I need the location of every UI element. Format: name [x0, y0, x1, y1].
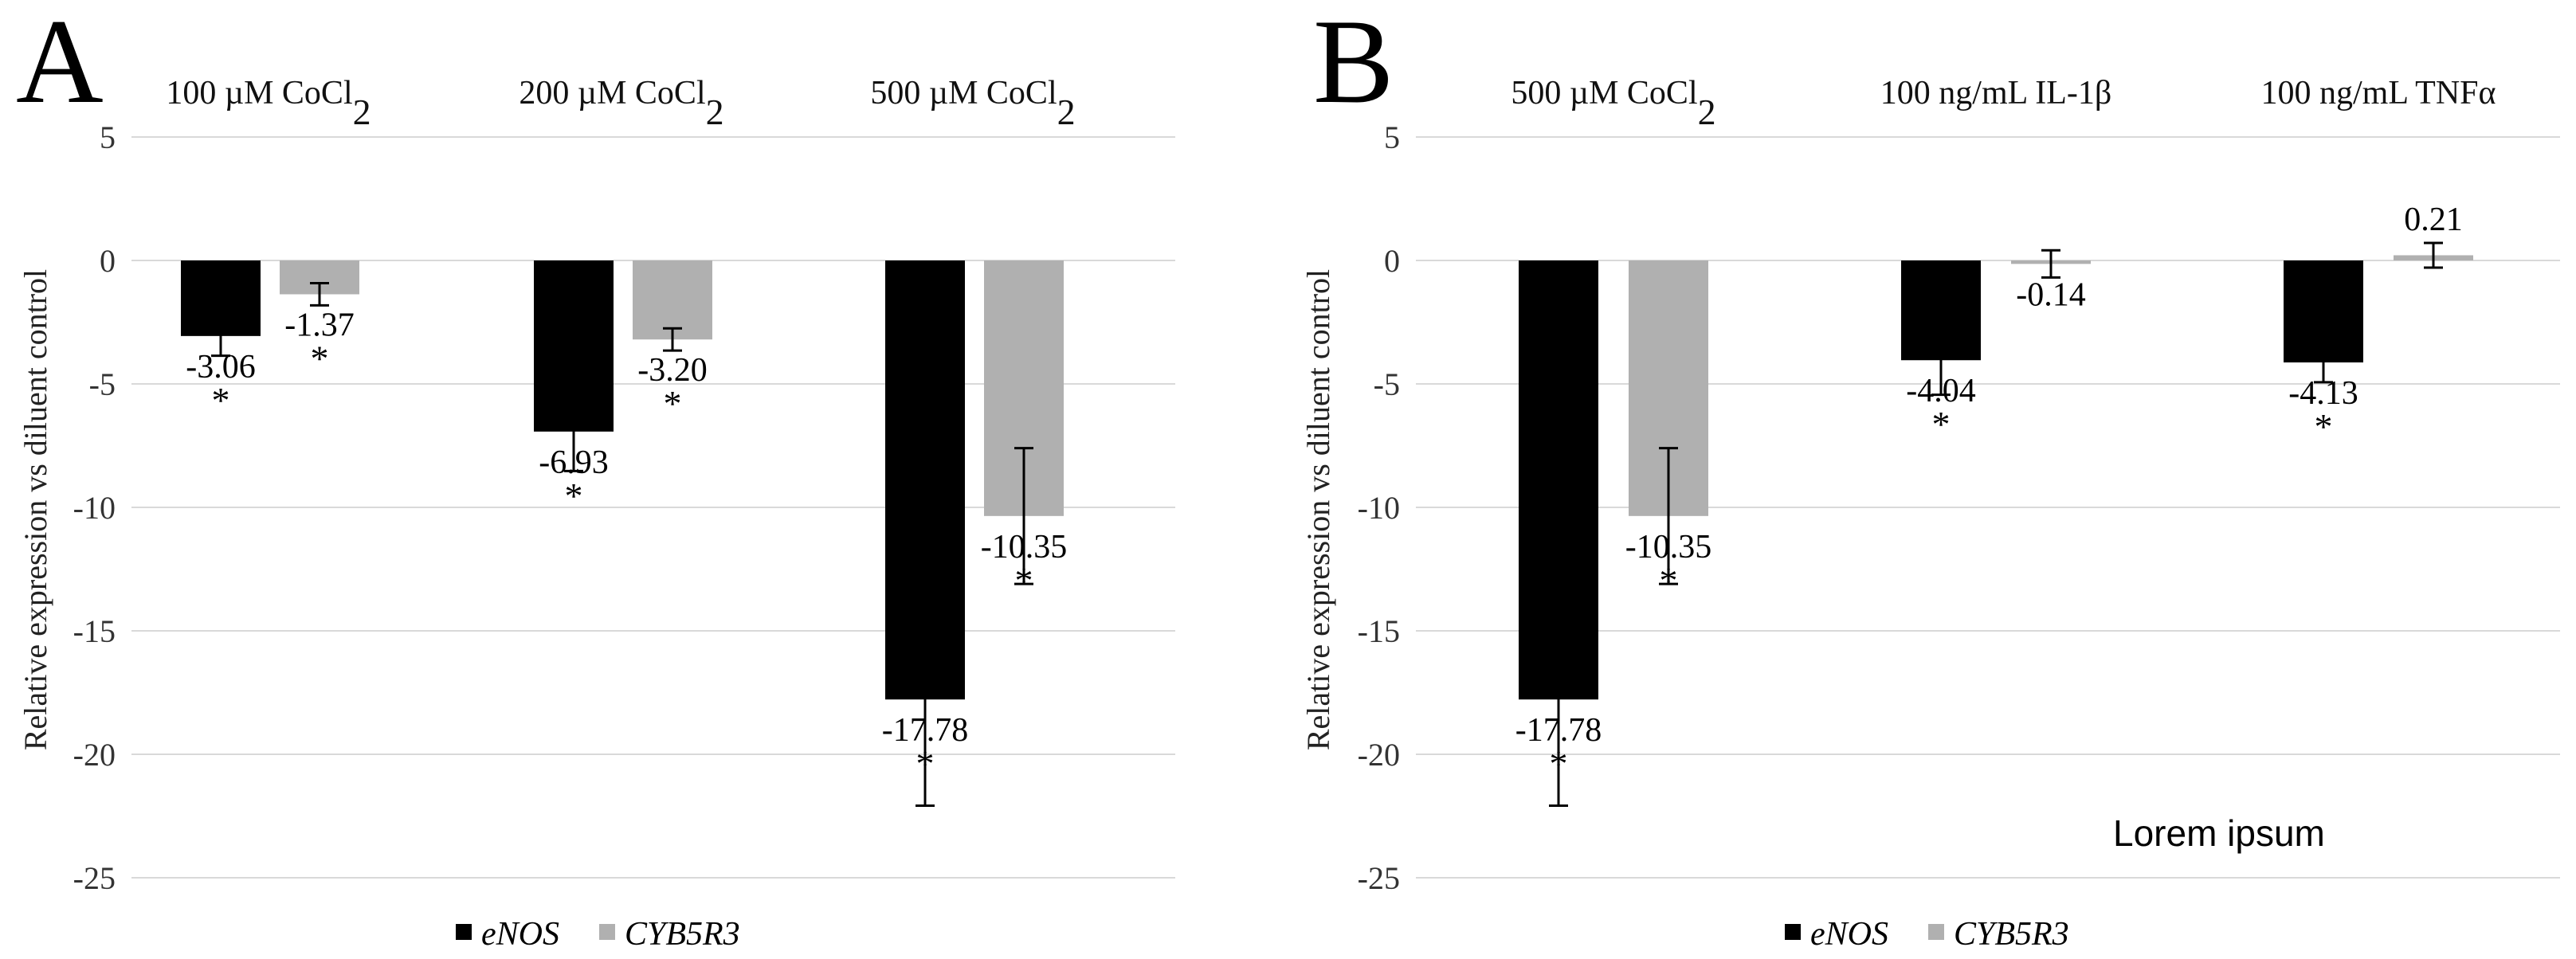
legend: eNOS CYB5R3 — [456, 916, 740, 953]
y-tick-label: -15 — [73, 613, 116, 649]
significance-marker: * — [1660, 560, 1678, 601]
y-tick-label: 0 — [100, 243, 116, 279]
plot-area: 5 0 -5 -10 -15 -20 -25 100 µM CoCl2 200 µM CoCl2… — [73, 75, 1175, 896]
legend-swatch-cyb5r3 — [1928, 924, 1944, 940]
significance-marker: * — [916, 743, 935, 784]
legend-label-cyb5r3: CYB5R3 — [625, 916, 740, 953]
y-tick-label: 5 — [100, 119, 116, 155]
legend-swatch-enos — [456, 924, 472, 940]
panel-letter-b: B — [1313, 0, 1394, 128]
y-tick-label: -5 — [89, 366, 116, 402]
y-tick-label: 5 — [1384, 119, 1400, 155]
data-label: -1.37 — [284, 307, 355, 343]
bar-cyb5r3 — [633, 260, 712, 340]
data-label: -10.35 — [1625, 529, 1712, 566]
y-tick-label: -20 — [73, 737, 116, 773]
data-label: -3.06 — [186, 349, 256, 386]
data-label: -0.14 — [2016, 276, 2086, 313]
legend: eNOS CYB5R3 — [1785, 916, 2069, 953]
significance-marker: * — [565, 476, 583, 516]
data-label: -17.78 — [882, 712, 969, 749]
panel-letter-a: A — [16, 0, 104, 128]
category-label: 100 ng/mL TNFα — [2260, 75, 2496, 112]
y-tick-label: -10 — [1358, 490, 1400, 526]
y-tick-label: -10 — [73, 490, 116, 526]
category-label: 500 µM CoCl2 — [1511, 75, 1715, 132]
legend-swatch-cyb5r3 — [599, 924, 615, 940]
significance-marker: * — [1550, 743, 1568, 784]
data-label: -4.04 — [1906, 373, 1976, 409]
legend-swatch-enos — [1785, 924, 1801, 940]
y-tick-label: -25 — [1358, 860, 1400, 896]
data-label: -4.13 — [2288, 375, 2358, 412]
y-axis-label: Relative expression vs diluent control — [18, 269, 53, 750]
y-tick-label: 0 — [1384, 243, 1400, 279]
significance-marker: * — [212, 380, 230, 421]
significance-marker: * — [664, 383, 682, 424]
significance-marker: * — [1932, 404, 1951, 444]
data-label: -6.93 — [539, 444, 609, 481]
y-tick-label: -15 — [1358, 613, 1400, 649]
y-axis-label: Relative expression vs diluent control — [1300, 269, 1336, 750]
y-tick-label: -20 — [1358, 737, 1400, 773]
category-label: 100 µM CoCl2 — [166, 75, 371, 132]
significance-marker: * — [1015, 560, 1033, 601]
data-label: -10.35 — [981, 529, 1068, 566]
significance-marker: * — [2315, 406, 2333, 447]
legend-label-enos: eNOS — [1810, 916, 1888, 953]
data-label: -17.78 — [1515, 712, 1602, 749]
category-label: 100 ng/mL IL-1β — [1880, 75, 2111, 112]
y-tick-label: -5 — [1374, 366, 1400, 402]
data-label: 0.21 — [2404, 202, 2463, 238]
panel-b: B Relative expression vs diluent control… — [1300, 0, 2560, 953]
category-label: 200 µM CoCl2 — [519, 75, 723, 132]
panel-a: A Relative expression vs diluent control… — [16, 0, 1175, 953]
data-label: -3.20 — [637, 352, 708, 389]
annotation-text: Lorem ipsum — [2113, 812, 2325, 854]
category-label: 500 µM CoCl2 — [870, 75, 1075, 132]
significance-marker: * — [311, 338, 329, 378]
legend-label-cyb5r3: CYB5R3 — [1954, 916, 2069, 953]
legend-label-enos: eNOS — [481, 916, 559, 953]
plot-area: 5 0 -5 -10 -15 -20 -25 500 µM CoCl2 100 ng/mL IL… — [1358, 75, 2560, 896]
y-tick-label: -25 — [73, 860, 116, 896]
